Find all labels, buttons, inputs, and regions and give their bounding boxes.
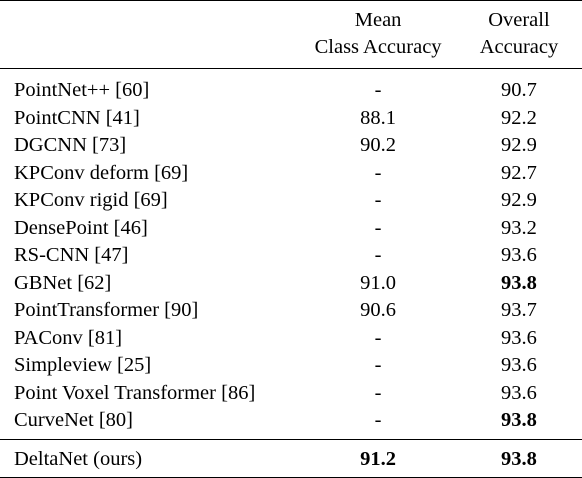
header-oa-line2: Accuracy	[479, 36, 559, 58]
table-row: GBNet [62] 91.0 93.8	[0, 270, 582, 298]
ours-row: DeltaNet (ours) 91.2 93.8	[0, 438, 582, 478]
oa-cell: 92.9	[501, 189, 537, 211]
mca-cell: 90.2	[360, 134, 397, 156]
method-cell: KPConv rigid [69]	[14, 189, 168, 211]
header-mca-line2: Class Accuracy	[314, 36, 442, 58]
method-cell: RS-CNN [47]	[14, 244, 129, 266]
oa-cell: 93.6	[501, 244, 537, 266]
header-oa-line1: Overall	[488, 9, 550, 31]
mca-cell: 88.1	[360, 106, 397, 129]
header-method	[0, 0, 301, 69]
oa-cell: 92.2	[501, 106, 537, 129]
mca-cell: -	[374, 216, 382, 239]
oa-cell: 93.6	[501, 381, 537, 404]
table-row: KPConv deform [69] - 92.7	[0, 160, 582, 188]
mca-cell: -	[374, 161, 382, 184]
mca-cell: 91.0	[360, 271, 397, 294]
method-cell: GBNet [62]	[14, 271, 112, 294]
method-cell: KPConv deform [69]	[14, 161, 189, 184]
oa-cell: 93.6	[501, 354, 537, 376]
method-cell: CurveNet [80]	[14, 409, 133, 431]
mca-cell: -	[374, 381, 382, 404]
mca-cell: -	[374, 244, 382, 266]
method-cell: PointCNN [41]	[14, 106, 140, 129]
oa-cell: 92.9	[501, 134, 537, 156]
ours-method-cell: DeltaNet (ours)	[0, 438, 301, 478]
mca-cell: -	[374, 189, 382, 211]
oa-cell-best: 93.8	[501, 271, 537, 294]
table-row: KPConv rigid [69] - 92.9	[0, 187, 582, 215]
header-mca-line1: Mean	[354, 9, 402, 31]
oa-cell: 92.7	[501, 161, 537, 184]
mca-cell: -	[374, 409, 382, 431]
oa-cell-best: 93.8	[501, 409, 537, 431]
method-cell: PointNet++ [60]	[0, 68, 301, 105]
table-row: DGCNN [73] 90.2 92.9	[0, 132, 582, 160]
header-overall-accuracy: Overall Accuracy	[455, 0, 582, 69]
method-cell: PAConv [81]	[14, 326, 123, 349]
oa-cell: 93.7	[501, 299, 537, 321]
ours-mca-cell: 91.2	[300, 438, 456, 478]
header-row: Mean Class Accuracy Overall Accuracy	[0, 0, 582, 69]
method-cell: Simpleview [25]	[14, 354, 152, 376]
method-cell: Point Voxel Transformer [86]	[14, 381, 256, 404]
method-cell: DensePoint [46]	[14, 216, 148, 239]
oa-cell: 93.6	[501, 326, 537, 349]
table-row: Point Voxel Transformer [86] - 93.6	[0, 380, 582, 408]
table-row: Simpleview [25] - 93.6	[0, 352, 582, 380]
table-row: PointCNN [41] 88.1 92.2	[0, 105, 582, 133]
table-row: PointNet++ [60] - 90.7	[0, 68, 582, 105]
table-row: RS-CNN [47] - 93.6	[0, 242, 582, 270]
mca-cell: -	[374, 326, 382, 349]
mca-cell: -	[300, 68, 456, 105]
mca-cell: -	[374, 354, 382, 376]
header-mean-class-accuracy: Mean Class Accuracy	[300, 0, 456, 69]
ours-oa-cell: 93.8	[455, 438, 582, 478]
method-cell: PointTransformer [90]	[14, 299, 199, 321]
oa-cell: 90.7	[455, 68, 582, 105]
table-row: PointTransformer [90] 90.6 93.7	[0, 297, 582, 325]
oa-cell: 93.2	[501, 216, 537, 239]
mca-cell: 90.6	[360, 299, 397, 321]
table-row: PAConv [81] - 93.6	[0, 325, 582, 353]
table-row: CurveNet [80] - 93.8	[0, 407, 582, 439]
table-row: DensePoint [46] - 93.2	[0, 215, 582, 243]
method-cell: DGCNN [73]	[14, 134, 127, 156]
